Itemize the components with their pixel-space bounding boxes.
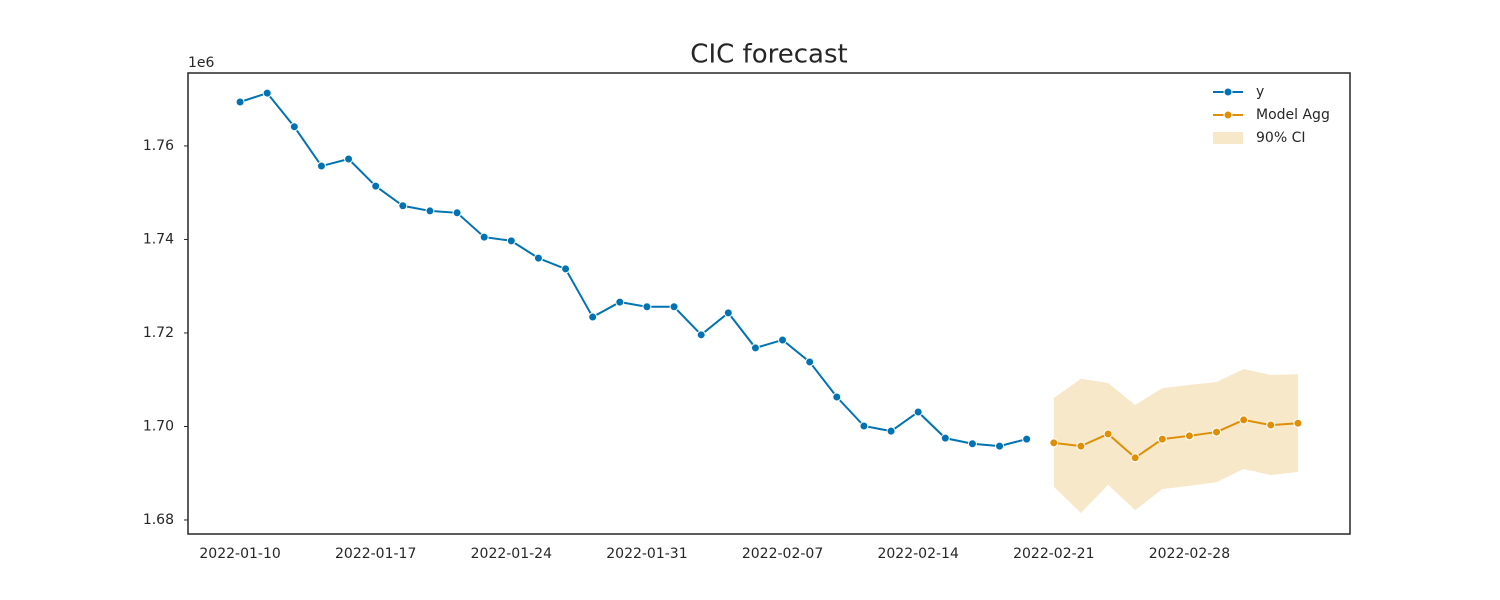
point (995, 441, 1005, 451)
point (723, 308, 733, 318)
point (1130, 453, 1140, 463)
y-tick-label: 1.72 (143, 325, 174, 341)
point (1184, 431, 1194, 441)
point (398, 201, 408, 211)
point (289, 122, 299, 132)
x-tick-label: 2022-02-21 (1013, 546, 1094, 562)
chart-title: CIC forecast (690, 40, 847, 70)
series-line (1053, 418, 1298, 460)
x-tick-label: 2022-02-28 (1149, 546, 1230, 562)
point (561, 264, 571, 274)
series-line (239, 91, 1027, 448)
point (533, 253, 543, 263)
point (1157, 434, 1167, 444)
point (642, 302, 652, 312)
point (778, 335, 788, 345)
x-tick-label: 2022-01-24 (471, 546, 552, 562)
y-tick-label: 1.68 (143, 512, 174, 528)
point (1293, 418, 1303, 428)
legend-label: 90% CI (1256, 130, 1305, 146)
point (1103, 429, 1113, 439)
y-tick-label: 1.70 (143, 418, 174, 434)
point (452, 208, 462, 218)
point (967, 439, 977, 449)
offset-label: 1e6 (188, 55, 215, 71)
point (1076, 441, 1086, 451)
point (615, 297, 625, 307)
point (506, 236, 516, 246)
point (750, 343, 760, 353)
point (1212, 427, 1222, 437)
point (940, 433, 950, 443)
ci-band (1053, 368, 1298, 513)
point (696, 330, 706, 340)
point (588, 312, 598, 322)
point (425, 206, 435, 216)
point (262, 88, 272, 98)
x-tick-label: 2022-01-31 (606, 546, 687, 562)
point (1266, 420, 1276, 430)
point (886, 426, 896, 436)
point (371, 181, 381, 191)
x-tick-label: 2022-02-14 (877, 546, 958, 562)
point (1022, 434, 1032, 444)
x-tick-label: 2022-01-10 (199, 546, 280, 562)
legend-label: y (1256, 84, 1264, 100)
y-tick-label: 1.76 (143, 138, 174, 154)
legend-marker (1223, 87, 1233, 97)
point (913, 407, 923, 417)
plot-frame (187, 72, 1351, 535)
point (805, 357, 815, 367)
point (344, 154, 354, 164)
point (832, 392, 842, 402)
point (316, 161, 326, 171)
legend-label: Model Agg (1256, 107, 1330, 123)
x-tick-label: 2022-01-17 (335, 546, 416, 562)
point (479, 232, 489, 242)
point (669, 302, 679, 312)
point (1049, 438, 1059, 448)
point (1239, 415, 1249, 425)
x-tick-label: 2022-02-07 (742, 546, 823, 562)
y-tick-label: 1.74 (143, 231, 174, 247)
point (235, 97, 245, 107)
legend-swatch (1213, 132, 1243, 144)
legend-marker (1223, 110, 1233, 120)
point (859, 421, 869, 431)
